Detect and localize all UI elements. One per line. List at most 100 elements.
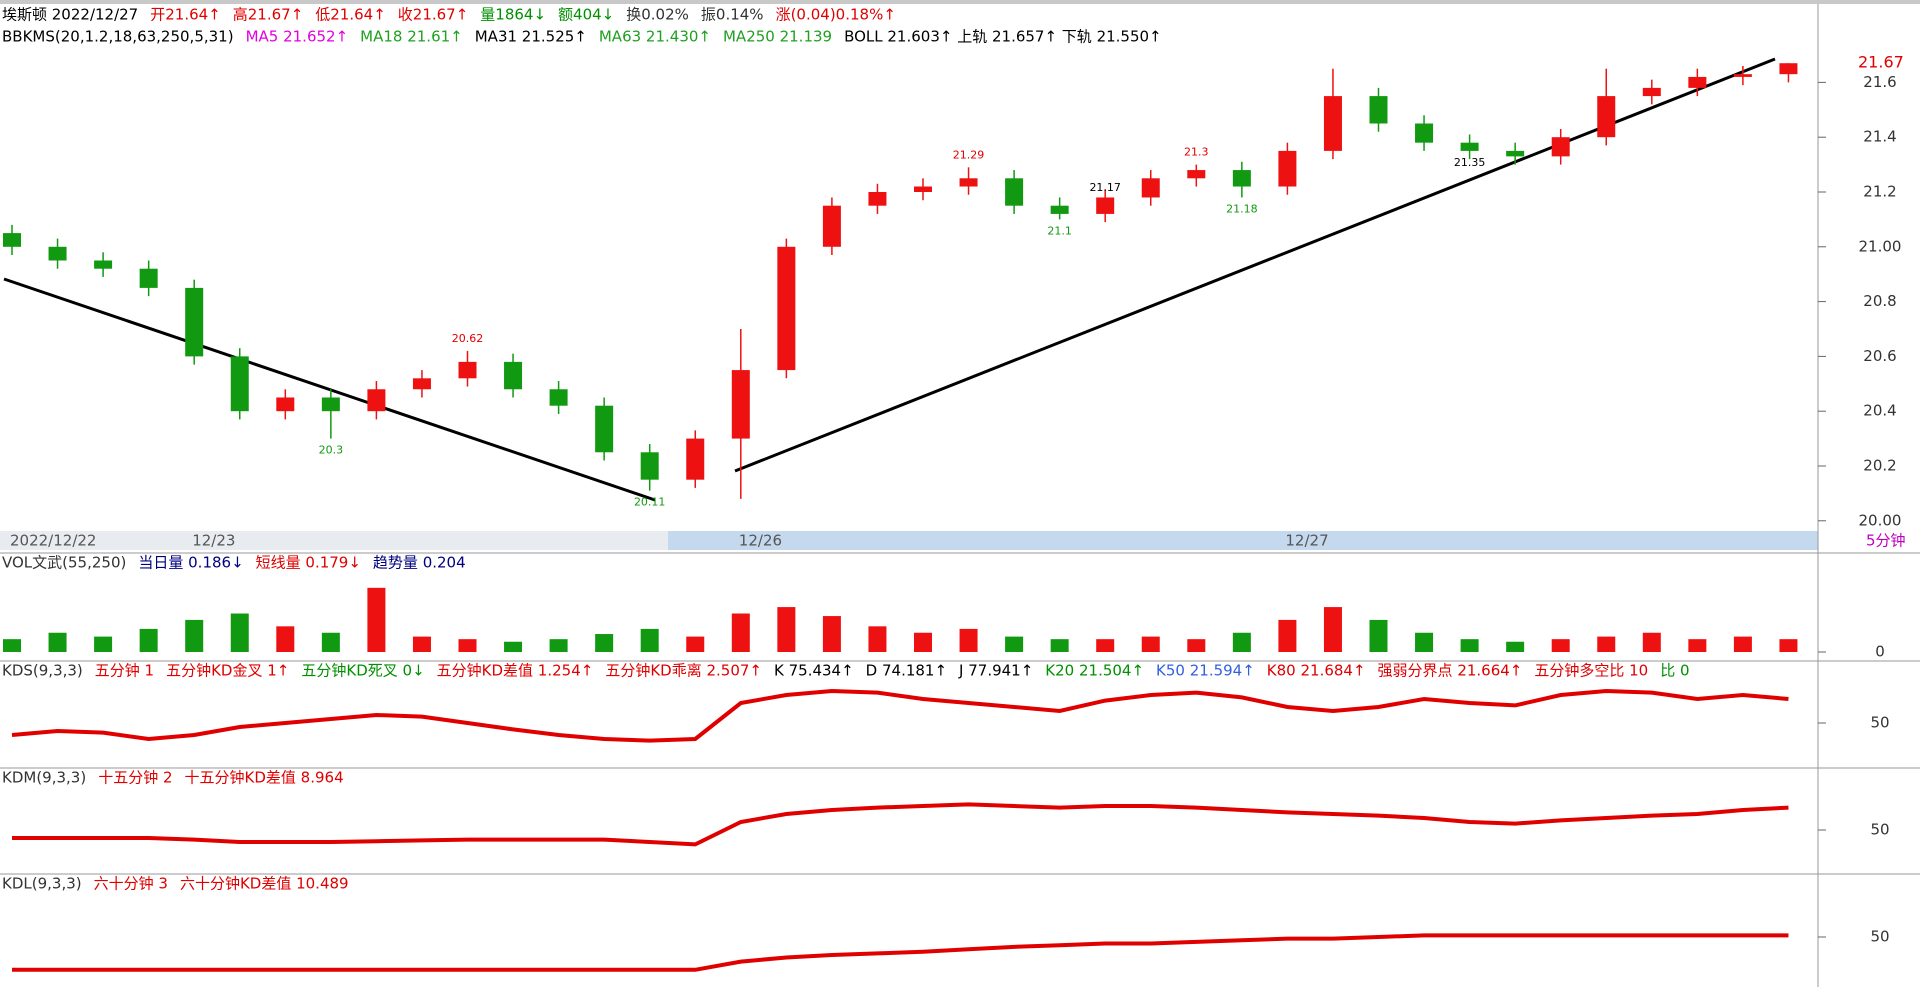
volume-bar [94,636,113,652]
y-tick-label: 21.4 [1863,128,1896,146]
volume-bar [139,628,158,652]
header-item: D 74.181↑ [866,662,947,680]
header-item: 换0.02% [626,6,689,24]
header-item: VOL文武(55,250) [2,554,126,572]
candle-body [959,178,978,187]
y-tick-label: 21.2 [1863,182,1896,200]
volume-bar [686,636,705,652]
header-item: 五分钟KD差值 1.254↑ [437,662,594,680]
header-item: 埃斯顿 2022/12/27 [2,6,138,24]
header-item: 五分钟 1 [95,662,154,680]
header-item: 涨(0.04)0.18%↑ [776,6,896,24]
trend-line [3,277,656,502]
header-item: KDL(9,3,3) [2,875,82,893]
volume-bar [367,587,386,652]
candle-body [458,361,477,379]
y-tick-label: 20.4 [1863,402,1896,420]
volume-bar [868,626,887,652]
volume-bar [1642,632,1661,652]
volume-bar [48,632,67,652]
candle-body [1369,96,1388,124]
header-item: MA5 21.652↑ [246,28,349,46]
volume-bar [1779,639,1798,652]
price-annotation: 20.62 [452,332,484,345]
x-tick-label: 12/27 [1285,532,1328,550]
volume-bar [412,636,431,652]
candle-body [504,361,523,390]
header-item: K80 21.684↑ [1267,662,1366,680]
volume-bar [1551,639,1570,652]
volume-bar [914,632,932,652]
volume-bar [3,639,21,652]
header-item: 低21.64↑ [315,6,386,24]
last-price: 21.67 [1858,53,1904,72]
volume-bar [1005,636,1024,652]
volume-bar [777,607,796,652]
price-annotation: 20.11 [634,496,666,509]
candle-body [868,191,887,206]
volume-bar [1506,641,1525,652]
header-item: MA63 21.430↑ [599,28,711,46]
candle-body [1415,123,1434,143]
header-item: 比 0 [1660,662,1689,680]
header-item: 趋势量 0.204 [373,554,466,572]
candle-body [94,260,113,269]
price-annotation: 21.18 [1226,202,1258,215]
candle-body [230,356,249,412]
volume-bar [549,639,568,652]
volume-bar [1460,639,1479,652]
period-label: 5分钟 [1866,532,1906,550]
header-item: KDS(9,3,3) [2,662,83,680]
volume-bar [1278,619,1297,652]
candle-body [1642,87,1661,97]
top-strip [0,0,1920,4]
price-annotation: 21.3 [1184,146,1209,159]
candle-body [1141,178,1160,198]
volume-bar [595,634,614,652]
candle-body [822,205,841,247]
volume-bar [959,628,978,652]
candle-body [3,233,21,247]
header-item: 额404↓ [558,6,614,24]
trend-line [734,57,1776,473]
header-item: K50 21.594↑ [1156,662,1255,680]
y-tick-label: 20.00 [1859,511,1902,529]
header-item: 短线量 0.179↓ [256,554,361,572]
header-item: 收21.67↑ [398,6,469,24]
volume-bar [1050,639,1069,652]
indicator-line [11,688,1789,743]
header-item: MA250 21.139 [723,28,832,46]
header-item: 振0.14% [701,6,764,24]
volume-bar [321,632,340,652]
candle-body [321,397,340,412]
header-item: 五分钟多空比 10 [1534,662,1648,680]
header-item: J 77.941↑ [958,662,1033,680]
chart-layer: 20.00 20.2 20.4 20.6 20.8 21.00 21.2 21.4 21.6 埃斯… [2,6,1906,972]
price-annotation: 21.1 [1047,224,1072,237]
candle-body [1232,170,1251,187]
price-annotation: 21.29 [953,148,985,161]
candle-body [777,246,796,371]
x-tick-label: 12/23 [192,532,235,550]
volume-bar [185,619,204,652]
volume-bar [276,626,295,652]
header-item: 六十分钟KD差值 10.489 [180,875,349,893]
header-item: 量1864↓ [480,6,546,24]
volume-bar [731,613,750,652]
date-bar-highlight [668,531,1818,550]
candle-body [1323,96,1342,151]
candle-body [1733,74,1752,77]
candle-body [367,389,386,412]
candle-body [1506,150,1525,157]
volume-bar [1323,607,1342,652]
volume-bar [1597,636,1616,652]
header-item: K 75.434↑ [774,662,854,680]
x-tick-label: 12/26 [739,532,782,550]
y-tick-label: 21.00 [1859,237,1902,255]
candle-body [48,246,67,261]
header-item: 十五分钟 2 [98,769,172,787]
volume-bar [1688,639,1707,652]
volume-bar [822,616,841,652]
candle-body [185,287,204,357]
